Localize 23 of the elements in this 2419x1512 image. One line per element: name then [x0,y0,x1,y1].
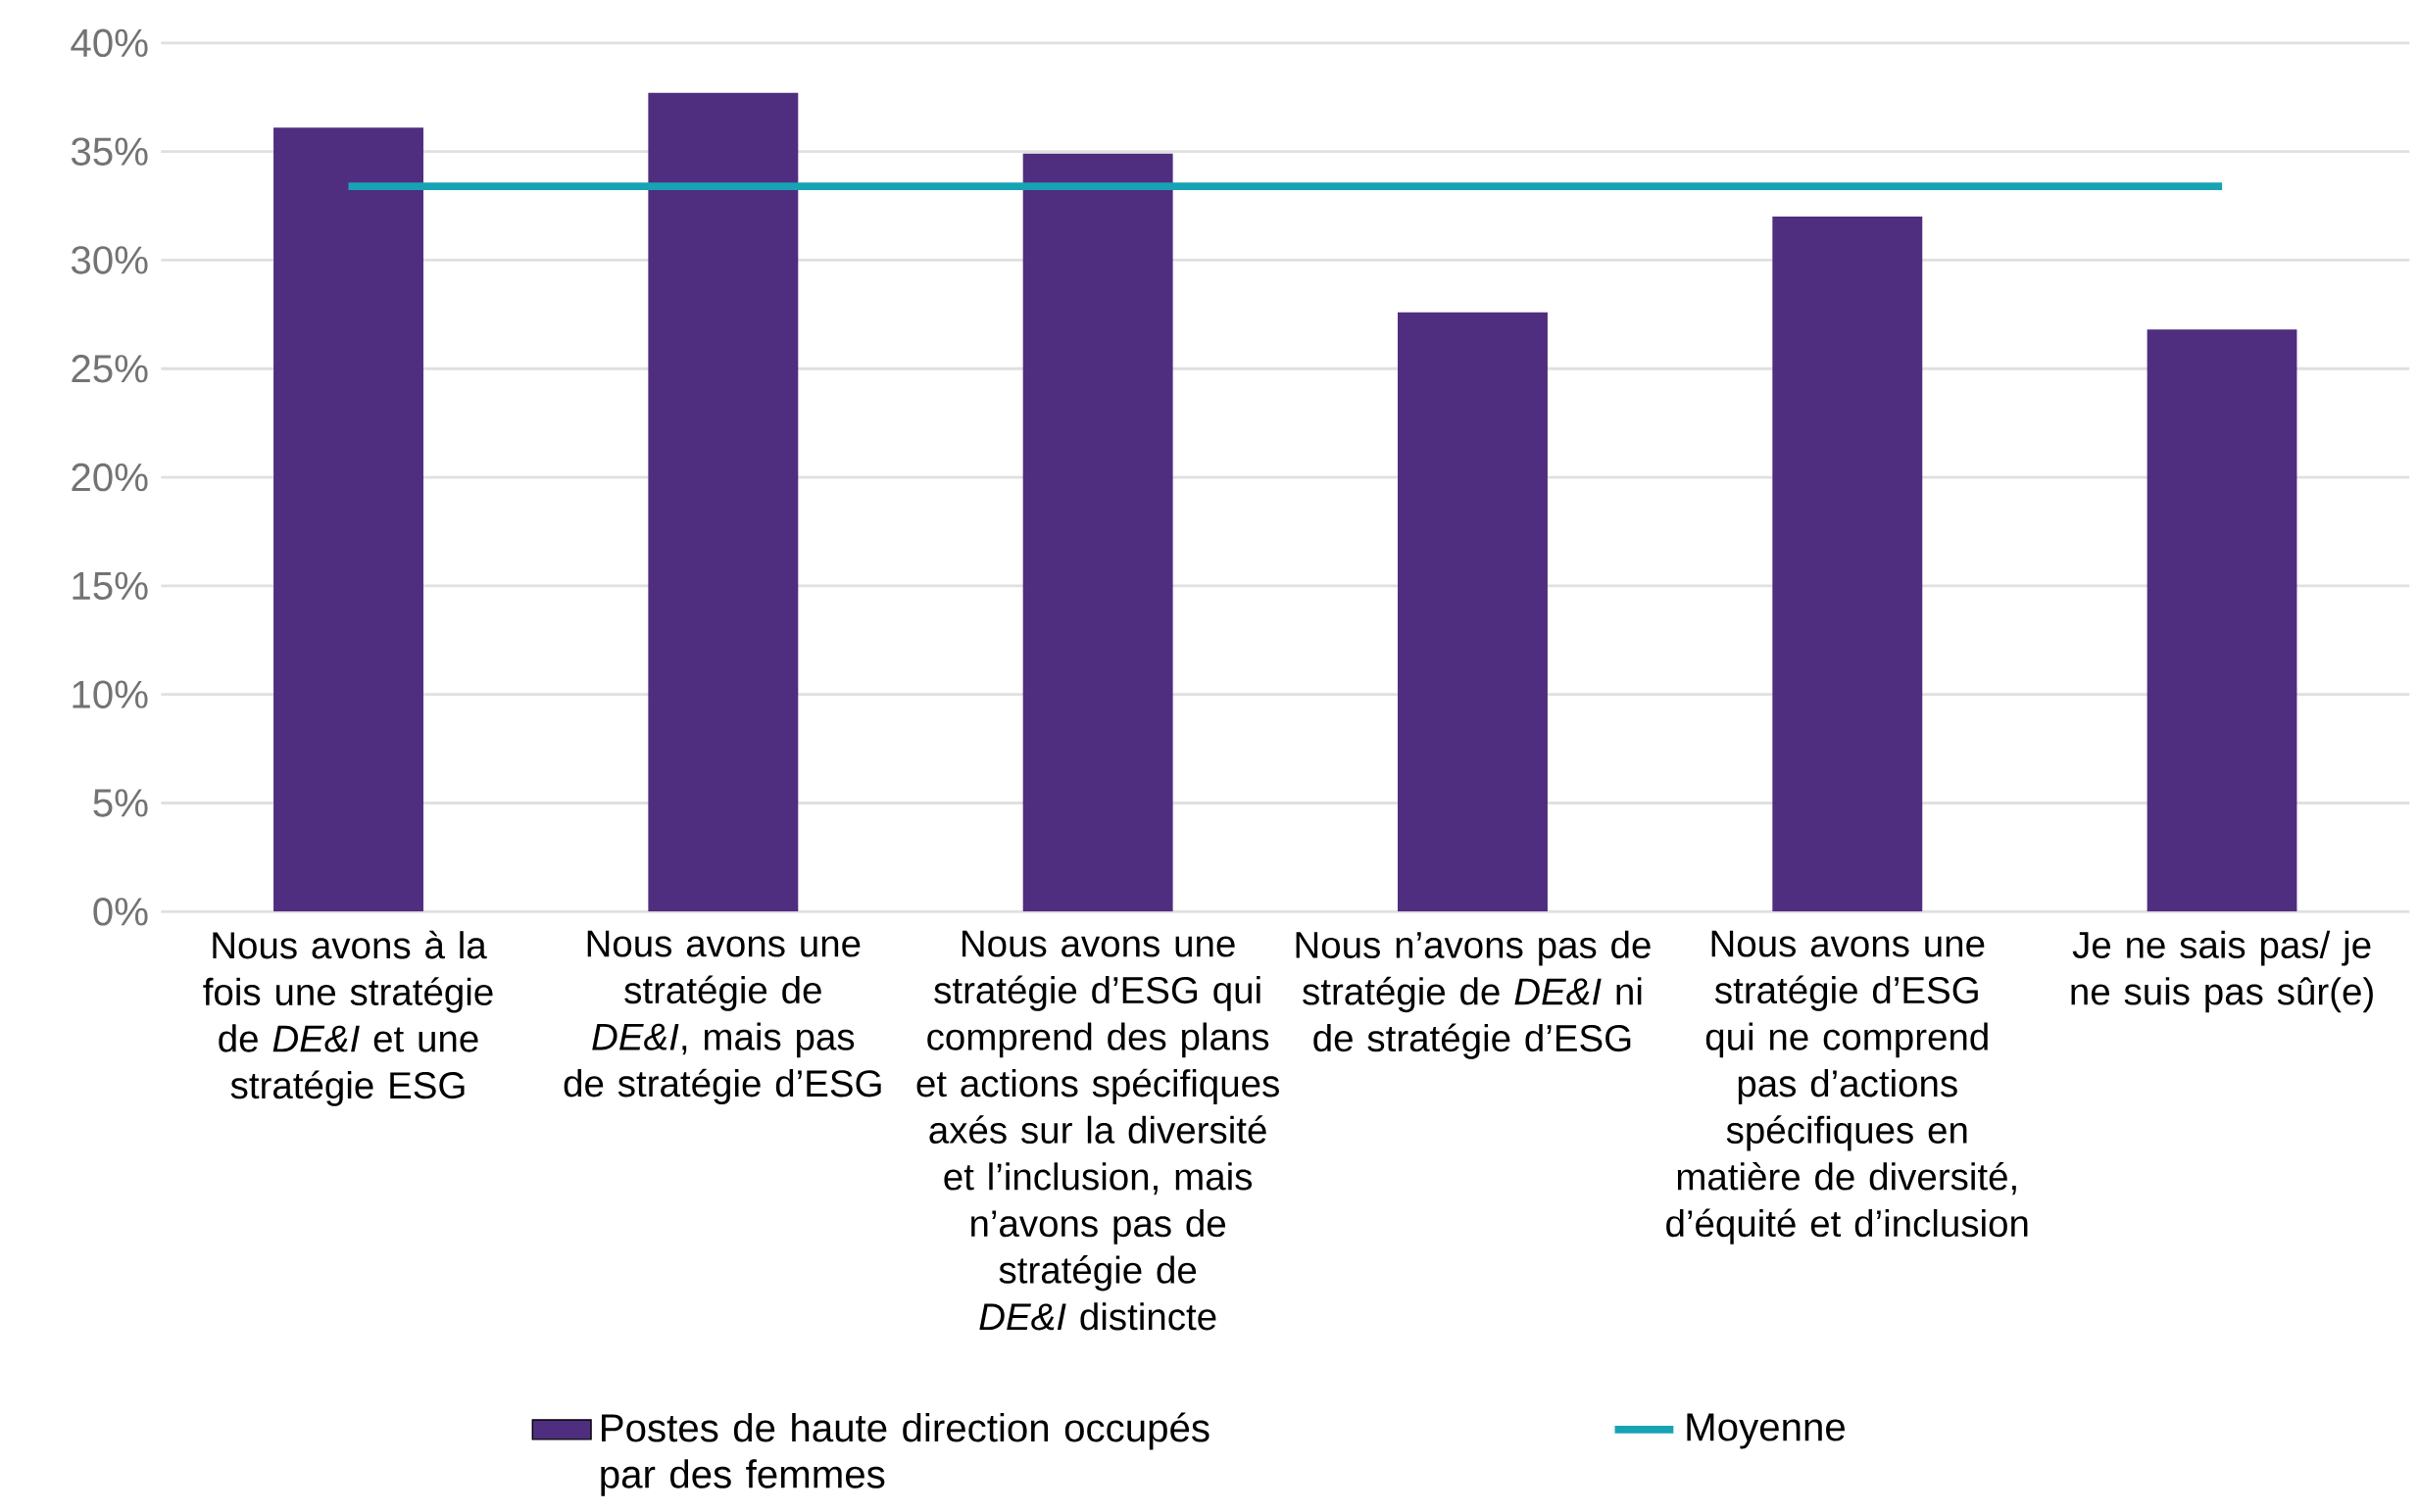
x-tick-label: Nous avons une stratégie de DE&I, mais pas de stratégie d’ESG [564,930,881,1105]
y-tick-label: 0% [93,898,148,926]
bar [273,127,423,912]
bar [648,92,799,912]
bar [1022,153,1173,912]
x-tick-label: Nous n’avons pas de stratégie de DE&I ni de stratégie d’ESG [1296,930,1651,1059]
y-tick-label: 40% [71,28,148,58]
y-tick-label: 25% [72,355,148,383]
x-tick-label: Je ne sais pas/ je ne suis pas sûr(e) [2071,930,2373,1013]
y-tick-label: 20% [72,463,148,492]
bar [2147,329,2297,912]
x-tick-label: Nous avons à la fois une stratégie de DE&I et une stratégie ESG [203,930,493,1106]
x-tick-label: Nous avons une stratégie d’ESG qui ne comprend pas d’actions spécifiques en matière de diversité, d’équité et d’inclusion [1666,930,2028,1244]
bar [1398,312,1548,912]
y-tick-label: 30% [71,246,148,274]
y-tick-label: 10% [73,680,148,708]
y-tick-label: 35% [71,137,148,166]
y-tick-label: 5% [93,789,148,817]
bar [1772,217,1923,912]
y-tick-label: 15% [73,571,148,601]
legend-label: Postes de haute direction occupés par des femmes [601,1412,1210,1496]
category-label: Nous avons une stratégie d’ESG qui comprend des plans et actions spécifiques axés sur la diversité et l’inclusion, mais n’avons pas de stratégie de DE&I distincte [916,930,1279,1331]
legend-label: Moyenne [1687,1413,1845,1449]
